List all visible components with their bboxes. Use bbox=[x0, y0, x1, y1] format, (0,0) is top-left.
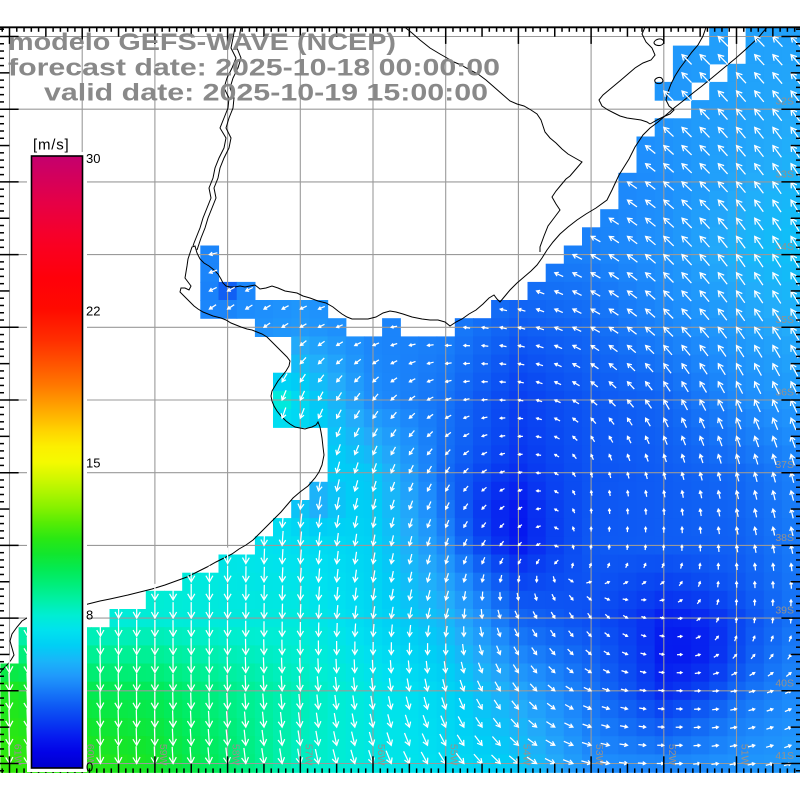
svg-text:51W: 51W bbox=[739, 744, 751, 766]
svg-text:55W: 55W bbox=[448, 744, 460, 766]
svg-text:59W: 59W bbox=[157, 744, 169, 766]
svg-text:valid date: 2025-10-19 15:00:0: valid date: 2025-10-19 15:00:00 bbox=[44, 80, 488, 107]
svg-text:61W: 61W bbox=[12, 744, 24, 766]
svg-text:41S: 41S bbox=[775, 750, 794, 762]
svg-text:58W: 58W bbox=[230, 744, 242, 766]
svg-text:32S: 32S bbox=[775, 96, 794, 108]
svg-text:15: 15 bbox=[86, 455, 100, 470]
svg-text:37S: 37S bbox=[775, 459, 794, 471]
svg-text:35S: 35S bbox=[775, 314, 794, 326]
svg-text:36S: 36S bbox=[775, 387, 794, 399]
svg-text:60W: 60W bbox=[84, 744, 96, 766]
svg-text:30: 30 bbox=[86, 151, 100, 166]
svg-text:40S: 40S bbox=[775, 677, 794, 689]
svg-text:38S: 38S bbox=[775, 532, 794, 544]
svg-text:57W: 57W bbox=[302, 744, 314, 766]
svg-text:34S: 34S bbox=[775, 241, 794, 253]
svg-text:0: 0 bbox=[86, 760, 93, 775]
svg-text:54W: 54W bbox=[520, 744, 532, 766]
svg-text:39S: 39S bbox=[775, 605, 794, 617]
svg-text:53W: 53W bbox=[593, 744, 605, 766]
svg-text:[m/s]: [m/s] bbox=[33, 137, 70, 154]
svg-text:56W: 56W bbox=[375, 744, 387, 766]
svg-text:52W: 52W bbox=[666, 744, 678, 766]
svg-text:modelo GEFS-WAVE (NCEP): modelo GEFS-WAVE (NCEP) bbox=[8, 29, 396, 56]
svg-text:22: 22 bbox=[86, 303, 100, 318]
svg-text:forecast date: 2025-10-18 00:0: forecast date: 2025-10-18 00:00:00 bbox=[8, 55, 500, 82]
svg-text:33S: 33S bbox=[775, 168, 794, 180]
svg-text:8: 8 bbox=[86, 608, 93, 623]
